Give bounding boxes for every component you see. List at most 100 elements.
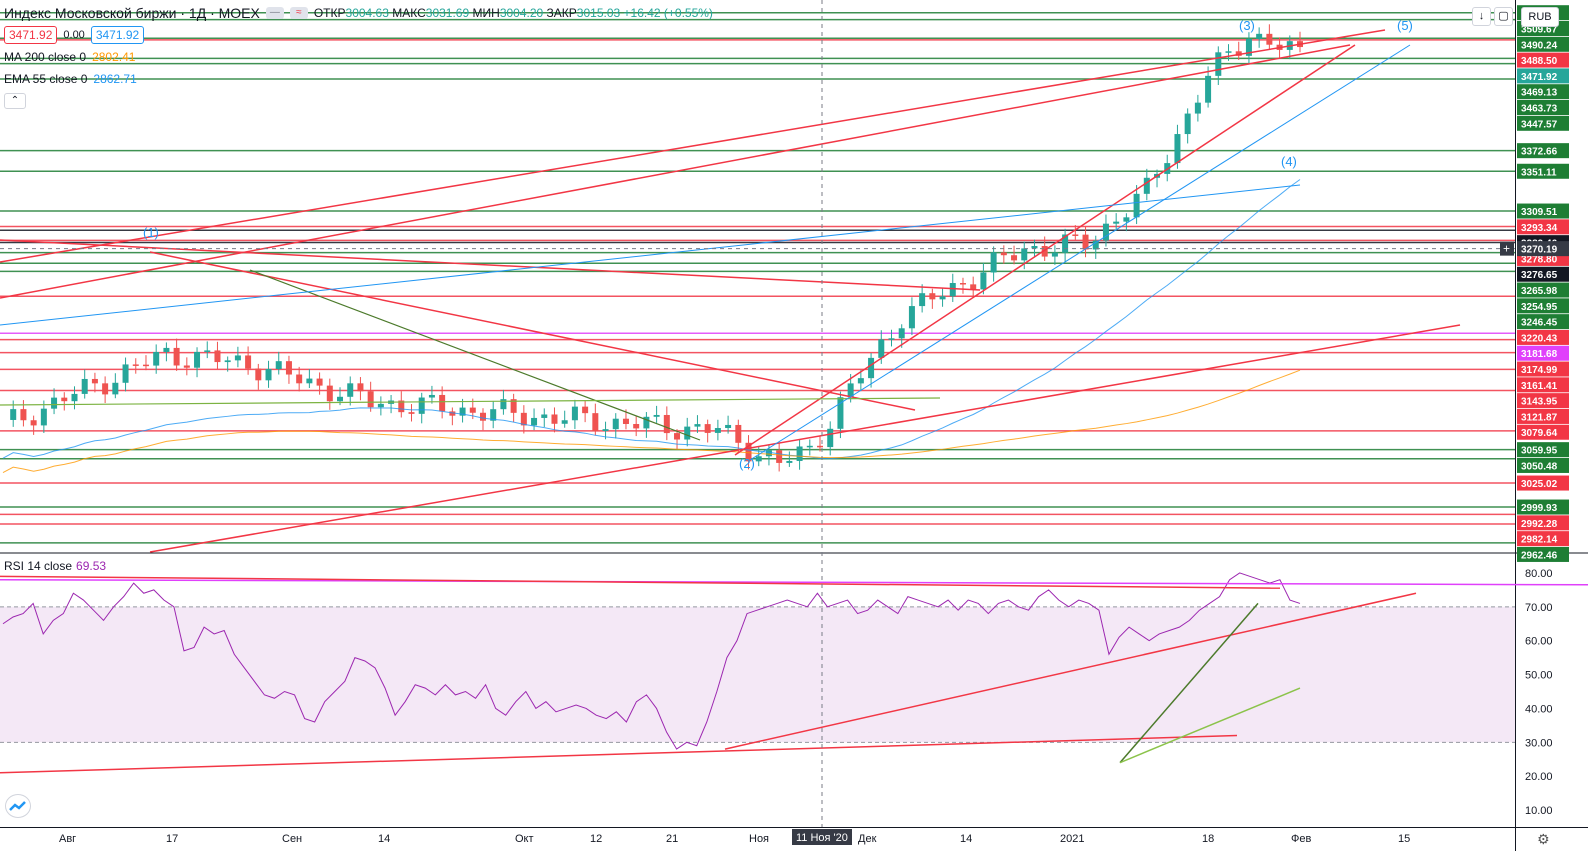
candle-body	[929, 293, 936, 300]
rsi-tick-label: 80.00	[1525, 568, 1553, 580]
candle-body	[827, 428, 834, 448]
price-label-bg	[1517, 457, 1569, 473]
candle-body	[224, 360, 231, 363]
candle-body	[337, 396, 344, 402]
price-label: 3220.43	[1521, 333, 1558, 344]
ask-price[interactable]: 3471.92	[90, 26, 145, 44]
rsi-line	[2, 572, 1301, 750]
candle-body	[1062, 234, 1069, 253]
trend-line	[749, 44, 1411, 461]
price-label: 2999.93	[1521, 503, 1558, 514]
price-label-bg	[1517, 68, 1569, 84]
price-label-bg	[1517, 345, 1569, 361]
candle-body	[1092, 240, 1099, 250]
trend-line	[0, 184, 1301, 326]
candle-body	[122, 364, 129, 383]
candle-body	[551, 414, 558, 424]
download-icon[interactable]: ↓	[1472, 7, 1491, 26]
candle-body	[602, 429, 609, 432]
time-tick-label: Фев	[1291, 833, 1311, 845]
candle-body	[633, 423, 640, 429]
price-label-bg	[1517, 143, 1569, 159]
rsi-scale: 80.00 70.00 60.00 50.00 40.00 30.00 20.00 10.00	[1525, 568, 1553, 817]
candle-body	[1113, 221, 1120, 224]
candle-body	[1072, 234, 1079, 236]
ma-label[interactable]: MA 200 close 0	[4, 50, 87, 64]
price-label-bg	[1517, 377, 1569, 393]
candle-body	[367, 391, 374, 408]
candle-body	[183, 365, 190, 368]
candle-body	[612, 418, 619, 430]
candle-body	[541, 414, 548, 418]
candle-body	[245, 355, 252, 369]
time-tick-label: Окт	[515, 833, 534, 845]
currency-badge[interactable]: RUB	[1521, 7, 1559, 27]
rsi-trend-line	[0, 578, 1588, 586]
time-tick-label: 21	[666, 833, 678, 845]
price-label: 3488.50	[1521, 56, 1558, 67]
candle-body	[857, 378, 864, 384]
candle-body	[214, 350, 221, 363]
symbol-title[interactable]: Индекс Московской биржи · 1Д · MOEX	[4, 5, 260, 21]
tradingview-logo-icon[interactable]	[5, 794, 31, 818]
price-label: 3490.24	[1521, 40, 1558, 51]
price-label: 2962.46	[1521, 550, 1558, 561]
candle-body	[847, 383, 854, 398]
candle-body	[51, 397, 58, 409]
candle-body	[561, 420, 568, 424]
rsi-value: 69.53	[76, 559, 107, 573]
price-label: 3246.45	[1521, 318, 1558, 329]
candle-body	[571, 406, 578, 421]
gear-icon[interactable]: ⚙	[1537, 831, 1550, 847]
minimize-icon[interactable]: —	[265, 7, 284, 19]
compare-icon[interactable]: ≈	[289, 7, 308, 19]
candle-body	[755, 456, 762, 462]
trend-line	[249, 269, 701, 441]
price-label: 3469.13	[1521, 88, 1558, 99]
candle-body	[878, 339, 885, 358]
candle-body	[102, 383, 109, 395]
rsi-tick-label: 20.00	[1525, 771, 1553, 783]
candle-body	[714, 428, 721, 433]
candle-body	[275, 361, 282, 369]
candle-body	[990, 252, 997, 273]
candle-body	[704, 424, 711, 433]
add-alert-glyph: +	[1503, 242, 1510, 256]
rsi-trend-line	[1119, 602, 1259, 764]
price-label: 3181.68	[1521, 349, 1558, 360]
rsi-label[interactable]: RSI 14 close	[4, 559, 73, 573]
ohlc-readout: ОТКР3004.63 МАКС3031.69 МИН3004.20 ЗАКР3…	[313, 6, 713, 20]
price-label-bg	[1517, 408, 1569, 424]
time-tick-label: 17	[166, 833, 178, 845]
candle-body	[1256, 33, 1263, 39]
candle-body	[837, 397, 844, 429]
price-label: 3309.51	[1521, 207, 1558, 218]
price-label-bg	[1517, 84, 1569, 100]
price-label: 3079.64	[1521, 428, 1558, 439]
price-label-bg	[1517, 219, 1569, 235]
candle-body	[1205, 75, 1212, 103]
time-cursor-bg	[792, 829, 852, 845]
candle-body	[10, 409, 17, 420]
time-cursor-label: 11 Ноя '20	[796, 832, 848, 844]
price-label-bg	[1517, 531, 1569, 547]
ema-label[interactable]: EMA 55 close 0	[4, 72, 88, 86]
candle-body	[806, 445, 813, 448]
candle-body	[1194, 102, 1201, 114]
collapse-legend-icon[interactable]: ⌃	[4, 93, 26, 109]
candle-body	[510, 399, 517, 413]
ma-value: 2802.41	[92, 50, 136, 64]
price-label-bg	[1517, 282, 1569, 298]
wave-label: (5)	[1397, 18, 1413, 33]
candle-body	[132, 364, 139, 366]
candle-body	[1245, 38, 1252, 56]
candle-body	[1266, 33, 1273, 45]
bid-price[interactable]: 3471.92	[4, 26, 58, 44]
candle-body	[908, 306, 915, 329]
candle-body	[306, 378, 313, 384]
fullscreen-icon[interactable]: ▢	[1494, 7, 1513, 26]
wave-label: (4)	[1281, 154, 1297, 169]
candle-body	[1235, 51, 1242, 56]
